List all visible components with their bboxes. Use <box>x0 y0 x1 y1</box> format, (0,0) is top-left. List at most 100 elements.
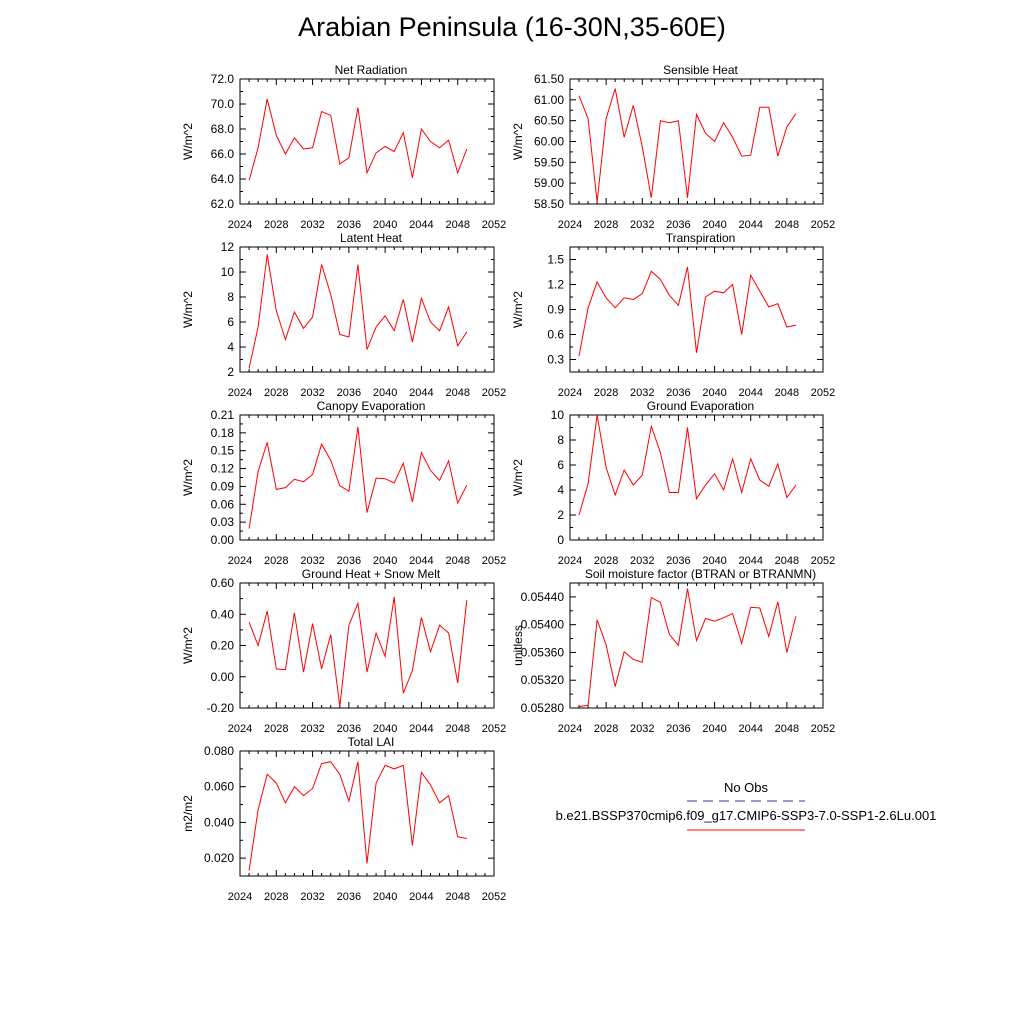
y-tick-label: 0.05360 <box>521 645 565 659</box>
x-tick-label: 2036 <box>337 891 361 903</box>
plot-frame <box>239 582 495 709</box>
series-line <box>578 588 797 708</box>
y-tick-label: 60.50 <box>534 114 564 128</box>
x-tick-label: 2044 <box>409 723 433 735</box>
x-tick-label: 2040 <box>702 723 726 735</box>
x-tick-label: 2040 <box>702 219 726 231</box>
x-tick-label: 2032 <box>630 555 654 567</box>
panel-title: Ground Evaporation <box>647 399 754 413</box>
y-axis-label: unitless <box>511 625 525 666</box>
y-tick-label: 0.6 <box>547 328 564 342</box>
panel-title: Total LAI <box>348 735 395 749</box>
y-tick-label: 70.0 <box>211 97 235 111</box>
series-line <box>578 414 797 516</box>
y-tick-label: 6 <box>557 458 564 472</box>
x-tick-label: 2044 <box>738 219 762 231</box>
y-tick-label: 12 <box>221 240 235 254</box>
x-tick-label: 2044 <box>409 387 433 399</box>
x-tick-label: 2052 <box>811 387 835 399</box>
plot-frame <box>239 750 495 877</box>
x-tick-label: 2044 <box>738 723 762 735</box>
x-tick-label: 2028 <box>594 723 618 735</box>
plot-frame <box>569 414 824 541</box>
x-tick-label: 2040 <box>373 387 397 399</box>
panel-title: Canopy Evaporation <box>317 399 426 413</box>
x-tick-label: 2024 <box>228 555 252 567</box>
y-axis-label: W/m^2 <box>181 459 195 496</box>
x-tick-label: 2028 <box>264 891 288 903</box>
x-tick-label: 2024 <box>558 219 582 231</box>
y-tick-label: 72.0 <box>211 72 235 86</box>
y-tick-label: 61.00 <box>534 93 564 107</box>
series-line <box>248 597 468 707</box>
y-tick-label: 2 <box>227 365 234 379</box>
x-tick-label: 2048 <box>775 387 799 399</box>
y-tick-label: 59.50 <box>534 155 564 169</box>
panel-title: Transpiration <box>666 231 736 245</box>
chart-panel: 2024 2028 2032 2036 2040 2044 2048 2052 0.05280 0… <box>511 567 835 735</box>
x-tick-label: 2052 <box>482 555 506 567</box>
x-tick-label: 2052 <box>482 219 506 231</box>
y-tick-label: 0.40 <box>211 607 235 621</box>
chart-panel: 2024 2028 2032 2036 2040 2044 2048 2052 62.0 64.0… <box>181 63 506 231</box>
y-axis-label: W/m^2 <box>181 291 195 328</box>
series-line <box>248 98 468 181</box>
y-tick-label: 0.60 <box>211 576 235 590</box>
x-tick-label: 2028 <box>594 219 618 231</box>
y-axis-label: m2/m2 <box>181 795 195 832</box>
y-tick-label: 1.5 <box>547 253 564 267</box>
x-tick-label: 2040 <box>373 219 397 231</box>
chart-panel: 2024 2028 2032 2036 2040 2044 2048 2052 0.00 0.03… <box>181 399 506 567</box>
y-tick-label: 0.12 <box>211 462 235 476</box>
x-tick-label: 2028 <box>264 555 288 567</box>
x-tick-label: 2048 <box>775 219 799 231</box>
x-tick-label: 2048 <box>775 555 799 567</box>
y-tick-label: 64.0 <box>211 172 235 186</box>
chart-panel: 2024 2028 2032 2036 2040 2044 2048 2052 58.50 59.… <box>511 63 835 231</box>
y-tick-label: 6 <box>227 315 234 329</box>
panel-title: Latent Heat <box>340 231 403 245</box>
series-line <box>578 88 797 202</box>
y-tick-label: 2 <box>557 508 564 522</box>
y-tick-label: 0.00 <box>211 670 235 684</box>
y-tick-label: 62.0 <box>211 197 235 211</box>
panel-title: Ground Heat + Snow Melt <box>302 567 441 581</box>
legend-obs-label: No Obs <box>724 780 769 795</box>
x-tick-label: 2040 <box>702 387 726 399</box>
chart-panel: 2024 2028 2032 2036 2040 2044 2048 2052 -0.20 0.0… <box>181 567 506 735</box>
y-tick-label: 4 <box>557 483 564 497</box>
x-tick-label: 2040 <box>373 555 397 567</box>
y-tick-label: 58.50 <box>534 197 564 211</box>
legend: No Obs b.e21.BSSP370cmip6.f09_g17.CMIP6-S… <box>556 780 936 831</box>
x-tick-label: 2036 <box>337 387 361 399</box>
x-tick-label: 2036 <box>337 219 361 231</box>
x-tick-label: 2032 <box>630 723 654 735</box>
x-tick-label: 2032 <box>300 219 324 231</box>
y-tick-label: 0.21 <box>211 408 235 422</box>
panel-title: Net Radiation <box>335 63 408 77</box>
y-axis-label: W/m^2 <box>181 627 195 664</box>
y-tick-label: 60.00 <box>534 135 564 149</box>
x-tick-label: 2028 <box>264 723 288 735</box>
x-tick-label: 2052 <box>811 219 835 231</box>
panel-title: Soil moisture factor (BTRAN or BTRANMN) <box>585 567 816 581</box>
y-tick-label: 0.040 <box>204 815 234 829</box>
y-tick-label: 61.50 <box>534 72 564 86</box>
y-tick-label: 68.0 <box>211 122 235 136</box>
y-tick-label: 8 <box>557 433 564 447</box>
y-tick-label: 0.18 <box>211 426 235 440</box>
y-tick-label: 0.05320 <box>521 673 565 687</box>
y-tick-label: 0.05400 <box>521 618 565 632</box>
x-tick-label: 2036 <box>666 387 690 399</box>
x-tick-label: 2028 <box>594 555 618 567</box>
x-tick-label: 2044 <box>738 387 762 399</box>
x-tick-label: 2052 <box>811 723 835 735</box>
x-tick-label: 2052 <box>482 723 506 735</box>
x-tick-label: 2052 <box>811 555 835 567</box>
y-axis-label: W/m^2 <box>181 123 195 160</box>
y-tick-label: 8 <box>227 290 234 304</box>
x-tick-label: 2040 <box>373 891 397 903</box>
y-tick-label: 0.080 <box>204 744 234 758</box>
x-tick-label: 2032 <box>300 387 324 399</box>
